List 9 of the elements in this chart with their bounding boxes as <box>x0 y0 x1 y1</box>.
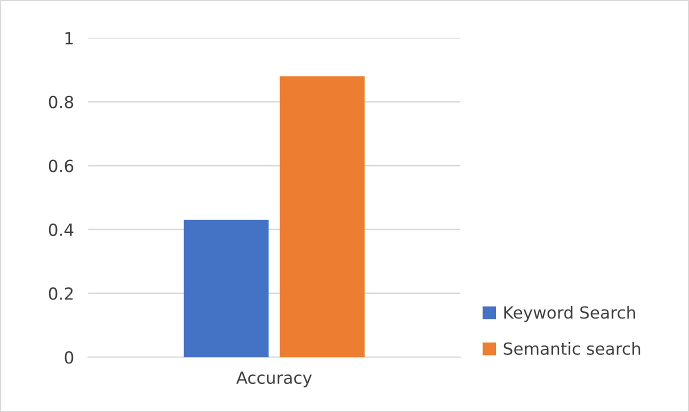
y-tick-label: 0.4 <box>48 223 74 236</box>
x-tick-label: Accuracy <box>236 372 312 388</box>
y-tick-label: 0.2 <box>48 287 73 300</box>
y-tick-label: 0.6 <box>48 160 74 172</box>
y-tick-label: 1 <box>66 32 73 44</box>
legend-label: Semantic search <box>504 342 640 355</box>
y-tick-label: 0 <box>64 351 74 364</box>
legend-label: Keyword Search <box>504 306 636 322</box>
y-tick-label: 0.8 <box>48 96 74 108</box>
